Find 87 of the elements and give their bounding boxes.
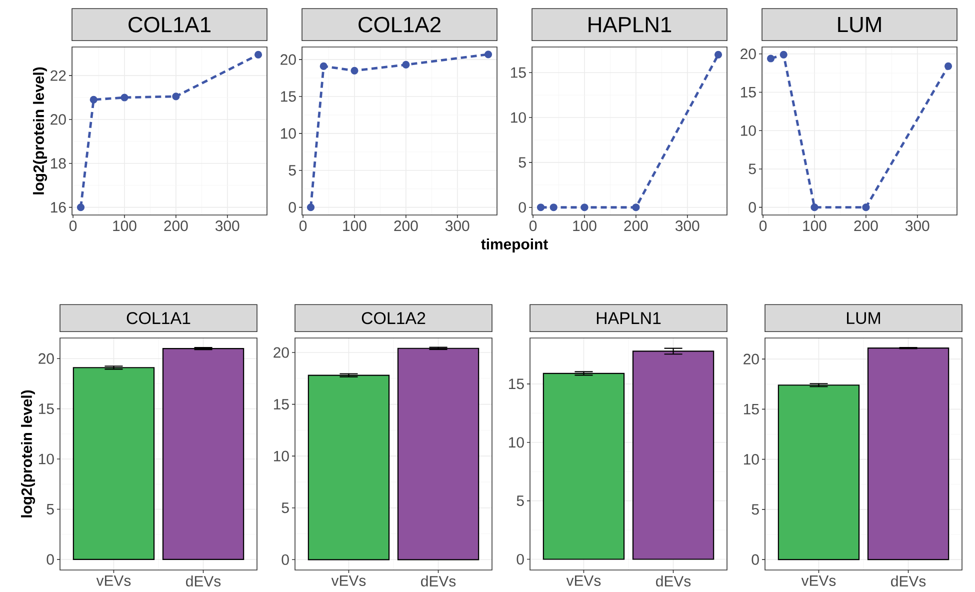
x-tick-label: dEVs [891,576,926,586]
x-tick-label: vEVs [801,576,836,586]
y-tick-label: 10 [274,450,289,462]
y-tick-label: 5 [518,157,526,168]
y-tick-label: 10 [511,112,526,123]
x-tick-label: 100 [573,220,596,232]
chart-title: COL1A1 [128,16,210,32]
y-tick-label: 10 [39,454,54,464]
y-tick-label: 5 [288,165,296,176]
x-tick-label: 0 [529,220,537,232]
y-tick-label: 15 [39,404,54,414]
y-tick-label: 20 [50,114,66,125]
x-tick-label: 100 [113,220,136,232]
y-tick-label: 20 [38,353,54,364]
x-tick-label: 0 [759,220,767,232]
y-tick-label: 15 [744,404,759,414]
x-tick-label: 300 [905,220,930,232]
y-tick-label: 0 [46,554,54,565]
point [254,50,262,58]
y-tick-label: 10 [509,437,524,448]
y-tick-label: 5 [282,502,289,514]
y-tick-label: 20 [740,48,756,60]
x-tick-label: 0 [299,220,307,232]
y-tick-label: 0 [752,554,759,565]
point [320,62,328,70]
y-tick-label: 10 [281,128,296,139]
x-tick-label: dEVs [421,576,456,586]
chart-title: HAPLN1 [596,312,661,324]
y-tick-label: 15 [741,87,756,98]
y-tick-label: 15 [509,378,524,390]
chart-title: HAPLN1 [588,17,672,32]
x-tick-label: 200 [164,220,188,232]
y-axis-title: log2(protein level) [33,67,48,194]
y-tick-label: 20 [274,347,289,358]
point [172,92,180,100]
y-tick-label: 0 [748,202,756,213]
x-tick-label: vEVs [331,576,366,586]
y-tick-label: 10 [741,125,756,136]
point [90,96,98,104]
point [402,60,410,69]
x-axis-title: timepoint [481,238,548,252]
y-tick-label: 0 [282,554,289,565]
y-tick-label: 20 [280,54,296,65]
point [484,50,492,58]
x-tick-label: vEVs [96,576,131,586]
point [766,54,775,62]
x-tick-label: 300 [675,220,700,232]
point [76,204,85,212]
y-tick-label: 15 [511,67,526,78]
x-tick-label: 0 [69,220,77,232]
point [862,204,870,212]
x-tick-label: 300 [445,220,470,232]
y-tick-label: 5 [516,496,524,506]
x-tick-label: 300 [215,220,240,232]
y-tick-label: 10 [744,454,759,465]
y-tick-label: 5 [46,504,54,514]
y-tick-label: 5 [752,504,759,515]
chart-title: LUM [847,312,880,324]
point [120,94,128,102]
y-tick-label: 0 [518,202,526,213]
y-tick-label: 5 [748,164,756,174]
point [944,62,952,70]
x-tick-label: dEVs [186,576,221,586]
point [810,204,818,212]
y-tick-label: 16 [51,202,66,213]
y-tick-label: 0 [516,554,524,565]
point [306,204,315,212]
y-tick-label: 0 [288,202,296,213]
y-tick-label: 15 [281,91,296,102]
x-tick-label: 200 [624,220,648,232]
y-tick-label: 15 [274,399,289,410]
y-tick-label: 22 [50,70,66,81]
point [350,66,358,74]
x-tick-label: 100 [343,220,366,232]
x-tick-label: vEVs [566,576,601,586]
y-axis-title: log2(protein level) [21,390,36,518]
x-tick-label: 200 [854,220,878,232]
point [780,50,788,58]
x-tick-label: 200 [394,220,418,232]
y-tick-label: 18 [51,158,66,169]
x-tick-label: 100 [803,220,826,232]
chart-title: LUM [838,16,881,32]
y-tick-label: 20 [744,354,759,364]
chart-title: COL1A1 [126,312,190,324]
x-tick-label: dEVs [656,576,691,586]
chart-title: COL1A2 [358,16,440,32]
chart-title: COL1A2 [362,312,426,324]
